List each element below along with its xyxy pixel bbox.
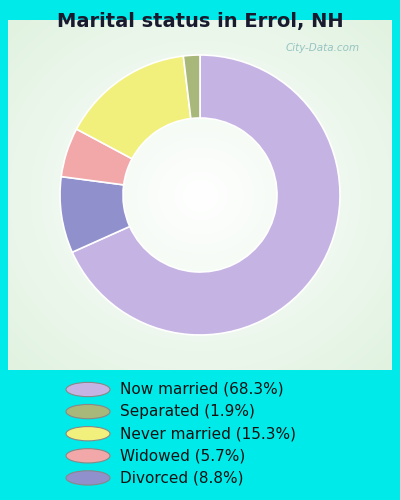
Text: Separated (1.9%): Separated (1.9%) <box>120 404 255 419</box>
Circle shape <box>66 448 110 463</box>
Text: City-Data.com: City-Data.com <box>286 43 360 53</box>
Text: Never married (15.3%): Never married (15.3%) <box>120 426 296 441</box>
Wedge shape <box>60 176 130 252</box>
Wedge shape <box>76 56 191 159</box>
Circle shape <box>66 382 110 396</box>
Circle shape <box>66 471 110 485</box>
Circle shape <box>66 404 110 419</box>
Wedge shape <box>61 129 132 185</box>
Text: Now married (68.3%): Now married (68.3%) <box>120 382 284 397</box>
Text: Widowed (5.7%): Widowed (5.7%) <box>120 448 245 464</box>
Text: Marital status in Errol, NH: Marital status in Errol, NH <box>57 12 343 32</box>
Wedge shape <box>72 55 340 335</box>
Text: Divorced (8.8%): Divorced (8.8%) <box>120 470 244 486</box>
Wedge shape <box>183 55 200 118</box>
Circle shape <box>66 426 110 441</box>
